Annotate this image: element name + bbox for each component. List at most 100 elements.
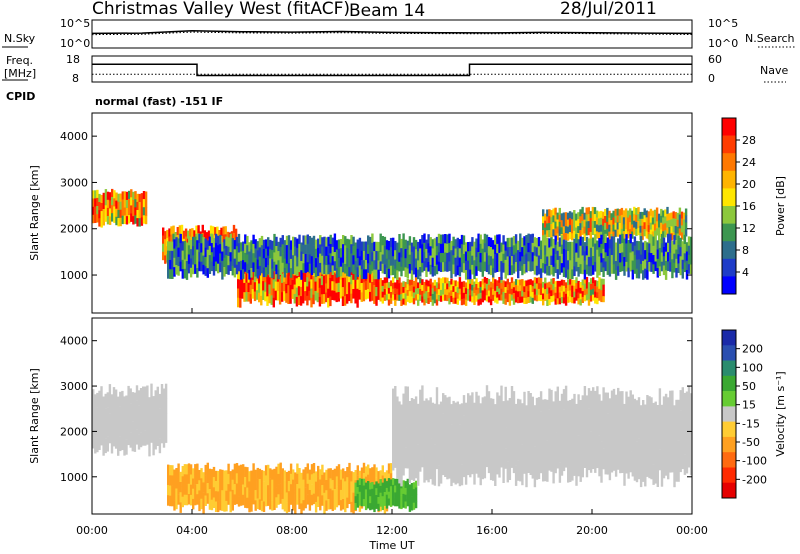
heatmap-cell	[662, 237, 666, 248]
heatmap-cell	[529, 284, 532, 291]
heatmap-cell	[684, 222, 688, 230]
heatmap-cell	[567, 441, 570, 463]
heatmap-cell	[644, 404, 647, 426]
heatmap-cell	[381, 503, 384, 511]
heatmap-cell	[477, 293, 480, 300]
heatmap-cell	[404, 287, 407, 294]
heatmap-cell	[633, 398, 637, 420]
heatmap-cell	[554, 391, 557, 412]
heatmap-cell	[402, 480, 405, 488]
heatmap-cell	[108, 413, 112, 429]
heatmap-cell	[270, 286, 273, 296]
heatmap-cell	[552, 401, 555, 423]
heatmap-cell	[439, 442, 443, 464]
heatmap-cell	[556, 280, 559, 287]
heatmap-cell	[421, 262, 424, 273]
heatmap-cell	[450, 240, 453, 251]
heatmap-cell	[617, 449, 620, 470]
heatmap-cell	[331, 469, 334, 481]
heatmap-cell	[175, 498, 178, 510]
heatmap-cell	[237, 475, 241, 487]
heatmap-cell	[121, 420, 124, 436]
heatmap-cell	[381, 263, 384, 274]
heatmap-cell	[658, 429, 662, 450]
heatmap-cell	[550, 210, 553, 218]
heatmap-cell	[458, 266, 462, 277]
heatmap-cell	[433, 465, 437, 486]
y-tick-label: 2000	[60, 425, 88, 438]
heatmap-cell	[544, 220, 547, 228]
heatmap-cell	[583, 260, 587, 271]
heatmap-cell	[169, 495, 172, 507]
heatmap-cell	[106, 421, 109, 437]
heatmap-cell	[681, 387, 684, 408]
heatmap-cell	[525, 262, 528, 273]
heatmap-cell	[212, 497, 216, 508]
heatmap-cell	[381, 280, 384, 287]
heatmap-cell	[344, 254, 347, 265]
heatmap-cell	[331, 256, 334, 266]
heatmap-cell	[573, 266, 576, 276]
heatmap-cell	[396, 416, 399, 438]
heatmap-cell	[683, 454, 687, 475]
heatmap-cell	[542, 287, 545, 294]
heatmap-cell	[677, 263, 680, 273]
heatmap-cell	[281, 253, 284, 264]
heatmap-cell	[637, 241, 641, 251]
heatmap-cell	[113, 198, 116, 207]
heatmap-cell	[179, 252, 182, 262]
heatmap-cell	[531, 233, 534, 244]
heatmap-cell	[379, 492, 382, 500]
heatmap-cell	[423, 252, 426, 262]
heatmap-cell	[454, 423, 457, 444]
heatmap-cell	[404, 501, 407, 509]
heatmap-cell	[435, 293, 439, 300]
heatmap-cell	[297, 267, 301, 278]
heatmap-cell	[321, 474, 324, 486]
heatmap-cell	[577, 212, 580, 220]
heatmap-cell	[98, 420, 101, 436]
heatmap-cell	[185, 484, 189, 496]
heatmap-cell	[275, 476, 278, 488]
heatmap-cell	[221, 480, 224, 491]
heatmap-cell	[125, 191, 129, 201]
heatmap-cell	[492, 460, 495, 481]
heatmap-cell	[429, 246, 432, 256]
heatmap-cell	[489, 281, 493, 288]
heatmap-cell	[335, 486, 339, 498]
heatmap-cell	[519, 460, 522, 482]
heatmap-cell	[485, 385, 489, 406]
heatmap-cell	[606, 221, 609, 229]
heatmap-cell	[575, 243, 578, 253]
heatmap-cell	[252, 262, 255, 272]
heatmap-cell	[583, 219, 586, 227]
heatmap-cell	[308, 479, 312, 491]
heatmap-cell	[310, 265, 314, 276]
heatmap-cell	[689, 264, 693, 275]
heatmap-cell	[525, 466, 528, 488]
heatmap-cell	[360, 499, 364, 507]
heatmap-cell	[402, 393, 405, 415]
heatmap-cell	[317, 496, 320, 507]
heatmap-cell	[385, 470, 389, 481]
heatmap-cell	[192, 488, 195, 500]
heatmap-cell	[539, 452, 543, 474]
heatmap-cell	[562, 389, 566, 410]
x-tick-label: 00:00	[676, 524, 708, 537]
heatmap-cell	[527, 233, 530, 244]
heatmap-cell	[519, 242, 522, 253]
heatmap-cell	[569, 461, 572, 482]
heatmap-cell	[573, 217, 576, 225]
heatmap-cell	[437, 261, 441, 272]
heatmap-cell	[550, 430, 553, 452]
heatmap-cell	[377, 497, 380, 505]
heatmap-cell	[485, 426, 489, 447]
heatmap-cell	[667, 242, 670, 253]
heatmap-cell	[295, 296, 299, 307]
heatmap-cell	[667, 438, 670, 459]
heatmap-cell	[500, 406, 503, 427]
heatmap-cell	[644, 424, 647, 446]
heatmap-cell	[312, 483, 316, 494]
heatmap-cell	[167, 250, 170, 261]
heatmap-cell	[556, 233, 559, 241]
